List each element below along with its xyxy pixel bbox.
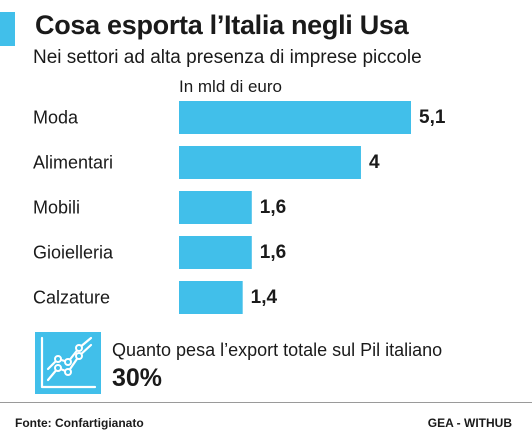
category-label: Gioielleria xyxy=(33,243,114,263)
bar-value-label: 1,4 xyxy=(251,287,278,308)
bar-value-label: 1,6 xyxy=(260,197,286,218)
chart-subtitle: Nei settori ad alta presenza di imprese … xyxy=(33,47,422,68)
chart-title: Cosa esporta l’Italia negli Usa xyxy=(35,10,409,40)
bar xyxy=(179,281,243,314)
unit-label: In mld di euro xyxy=(179,77,282,96)
kpi-label: Quanto pesa l’export totale sul Pil ital… xyxy=(112,340,443,360)
bar xyxy=(179,236,252,269)
line-chart-icon xyxy=(35,332,101,394)
bar xyxy=(179,191,252,224)
bar xyxy=(179,101,411,134)
source-note: Fonte: Confartigianato xyxy=(15,416,144,430)
category-label: Calzature xyxy=(33,288,110,308)
bar xyxy=(179,146,361,179)
bar-value-label: 1,6 xyxy=(260,242,286,263)
kpi-value: 30% xyxy=(112,364,163,392)
category-label: Alimentari xyxy=(33,153,113,173)
bar-chart: Moda 5,1 Alimentari 4 Mobili 1,6 Gioielleria 1,… xyxy=(33,101,446,314)
bar-value-label: 5,1 xyxy=(419,107,446,128)
credit-note: GEA - WITHUB xyxy=(427,416,512,430)
title-accent-bar xyxy=(0,12,15,46)
category-label: Moda xyxy=(33,108,79,128)
footer-divider xyxy=(0,402,532,403)
category-label: Mobili xyxy=(33,198,80,218)
bar-value-label: 4 xyxy=(369,152,380,173)
